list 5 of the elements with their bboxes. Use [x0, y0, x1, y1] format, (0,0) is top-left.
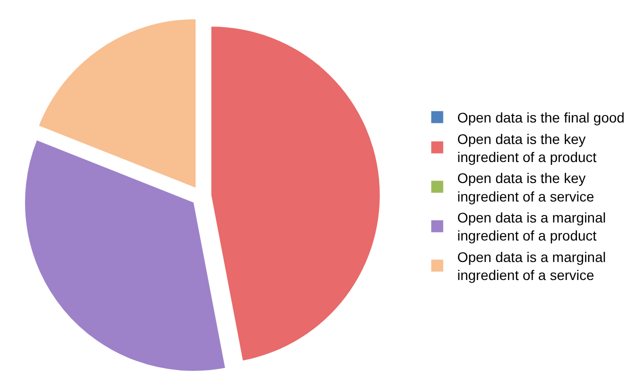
legend-label: Open data is the final good	[457, 110, 625, 126]
legend-label: Open data is the key ingredient of a service	[457, 170, 594, 204]
legend-label: Open data is a marginal ingredient of a service	[457, 248, 606, 284]
legend-label: Open data is a marginal ingredient of a product	[457, 210, 606, 244]
legend-label: Open data is the key ingredient of a product	[457, 130, 597, 165]
